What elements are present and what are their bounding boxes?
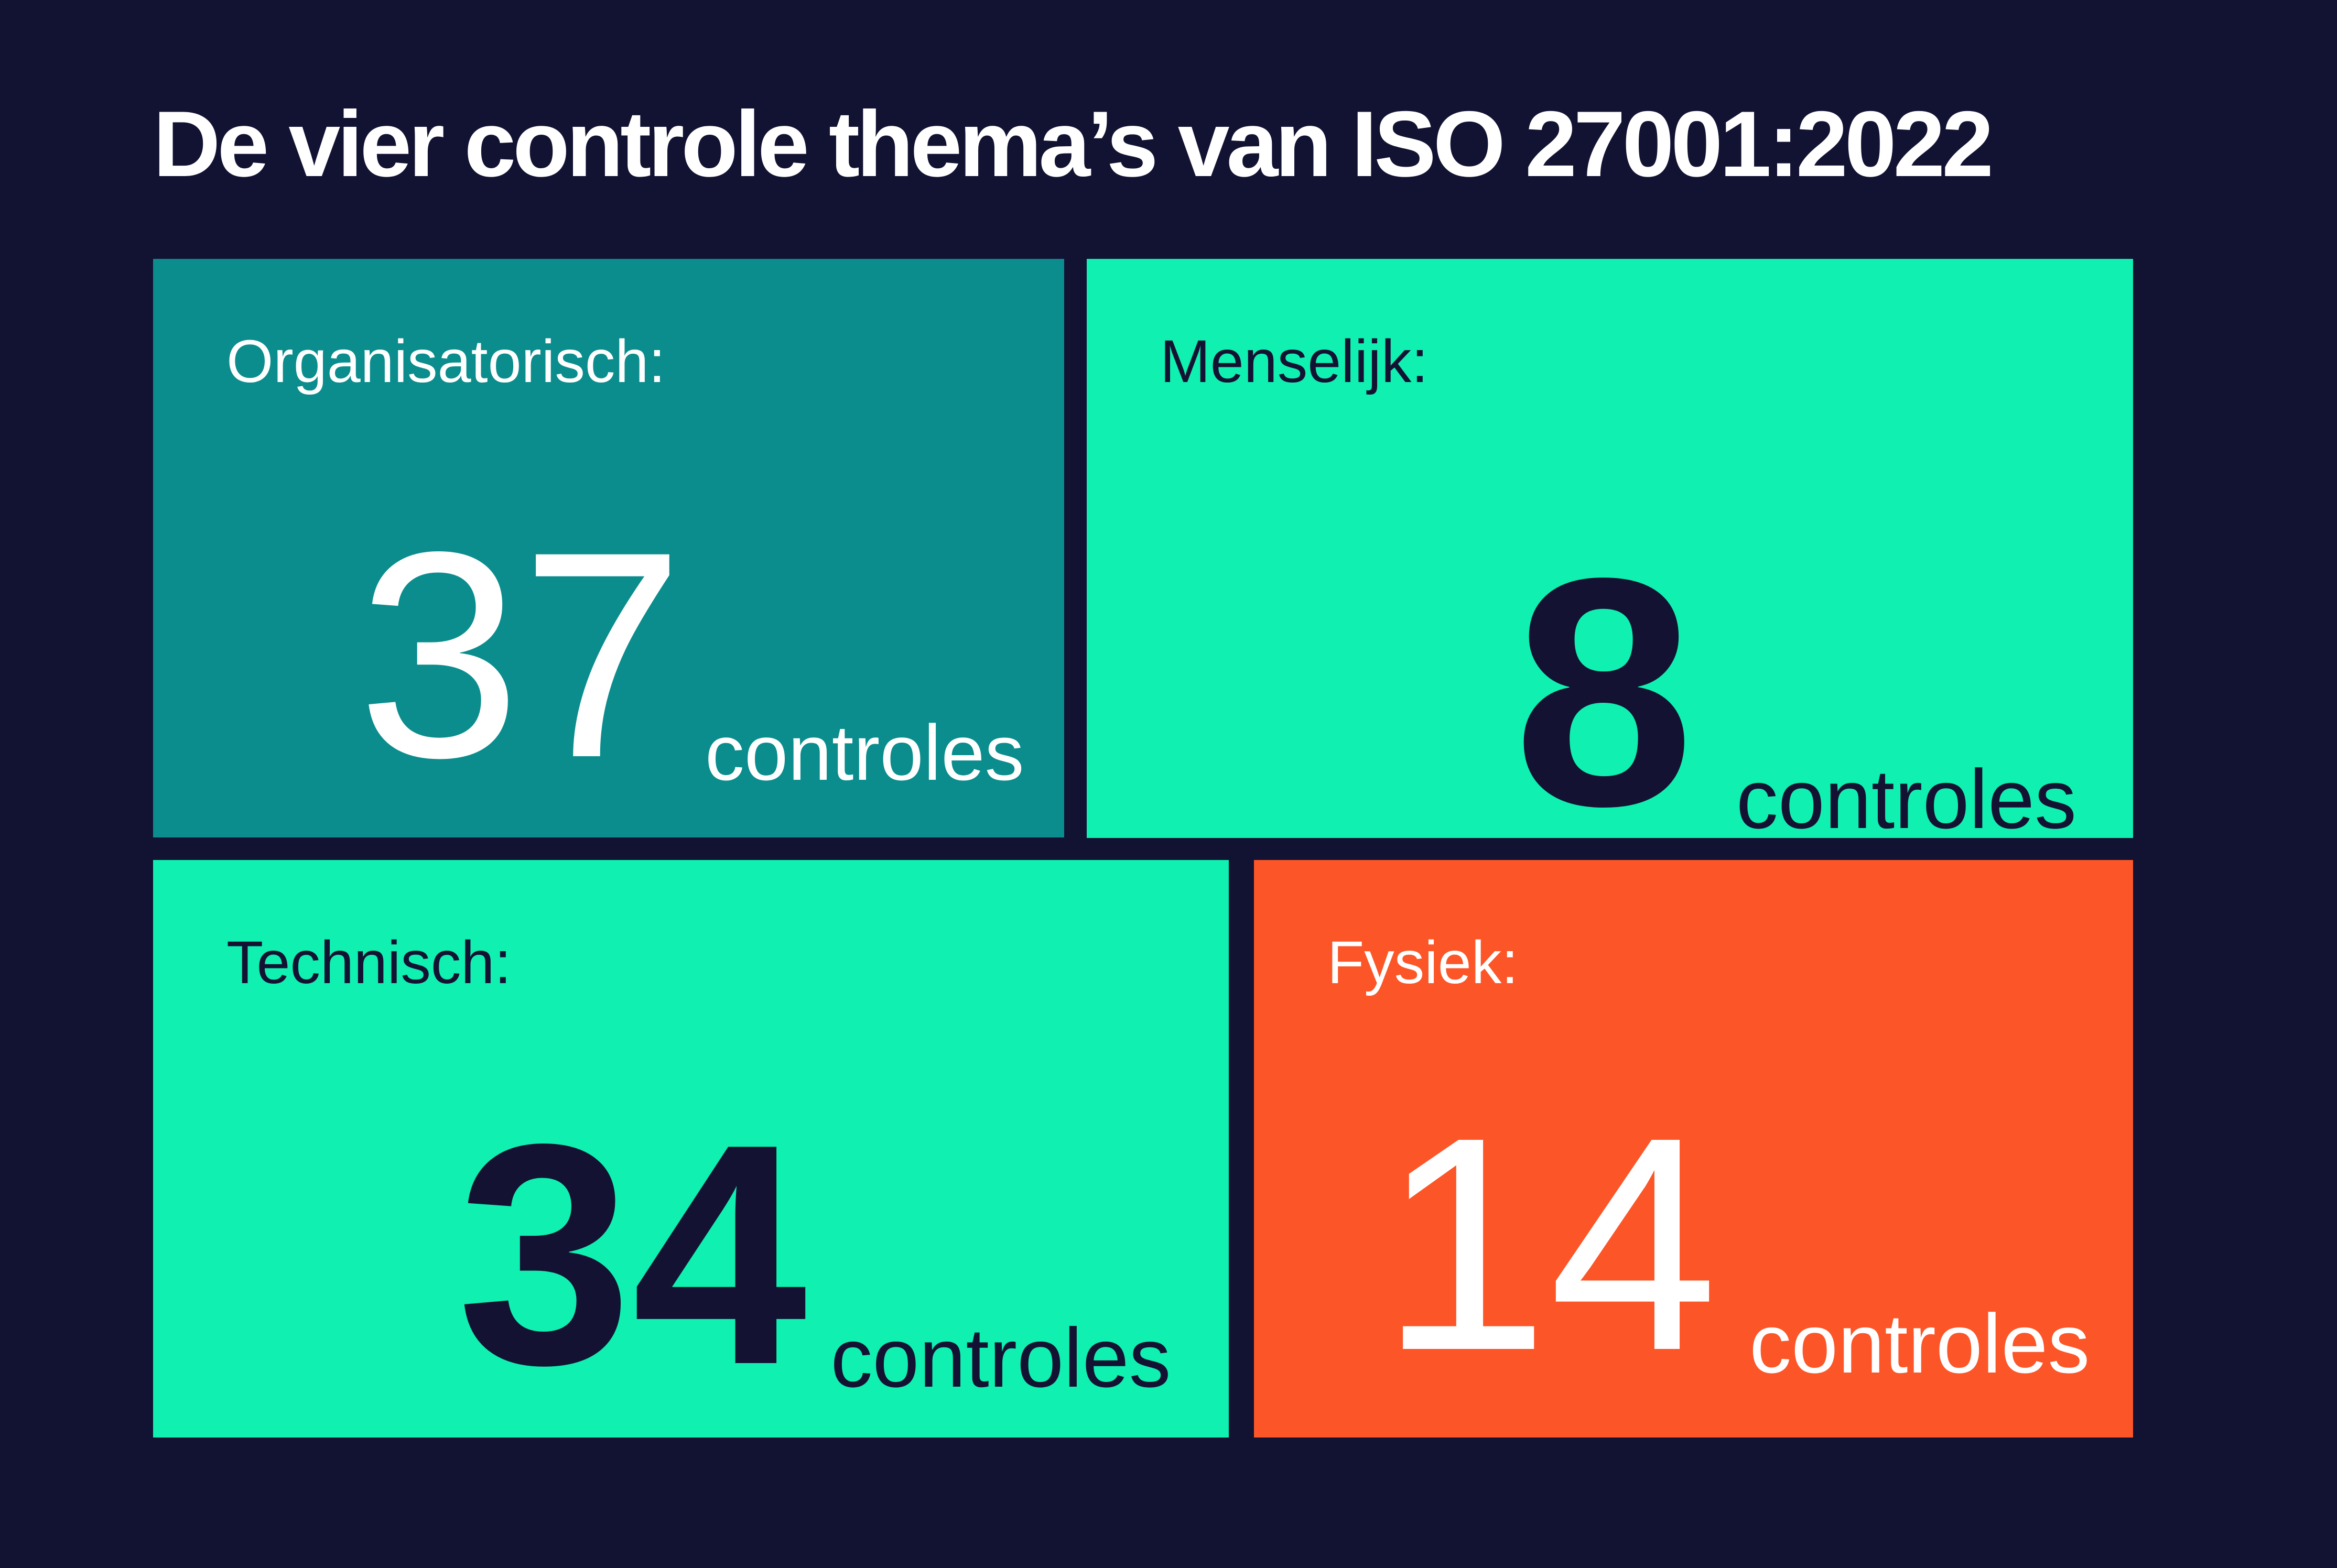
card-menselijk-stat: 8 controles: [1513, 530, 2076, 838]
card-organisatorisch-stat: 37 controles: [358, 508, 1024, 801]
card-organisatorisch-label: Organisatorisch:: [226, 328, 666, 395]
card-technisch-count: 34: [457, 1079, 807, 1430]
card-menselijk-count: 8: [1513, 511, 1694, 838]
card-fysiek-label: Fysiek:: [1327, 929, 1519, 996]
card-technisch-label: Technisch:: [226, 929, 512, 996]
page-title: De vier controle thema’s van ISO 27001:2…: [153, 92, 1994, 196]
card-fysiek-count: 14: [1380, 1074, 1718, 1413]
card-menselijk-unit: controles: [1736, 752, 2077, 839]
card-fysiek: Fysiek: 14 controles: [1254, 860, 2133, 1438]
card-organisatorisch: Organisatorisch: 37 controles: [153, 259, 1064, 837]
card-organisatorisch-count: 37: [358, 491, 684, 819]
card-menselijk: Menselijk: 8 controles: [1087, 259, 2133, 838]
card-menselijk-label: Menselijk:: [1160, 328, 1429, 395]
card-organisatorisch-unit: controles: [705, 709, 1024, 797]
card-technisch: Technisch: 34 controles: [153, 860, 1229, 1438]
card-fysiek-unit: controles: [1749, 1297, 2090, 1390]
card-technisch-stat: 34 controles: [457, 1097, 1171, 1412]
card-technisch-unit: controles: [830, 1311, 1171, 1404]
card-fysiek-stat: 14 controles: [1380, 1092, 2090, 1396]
